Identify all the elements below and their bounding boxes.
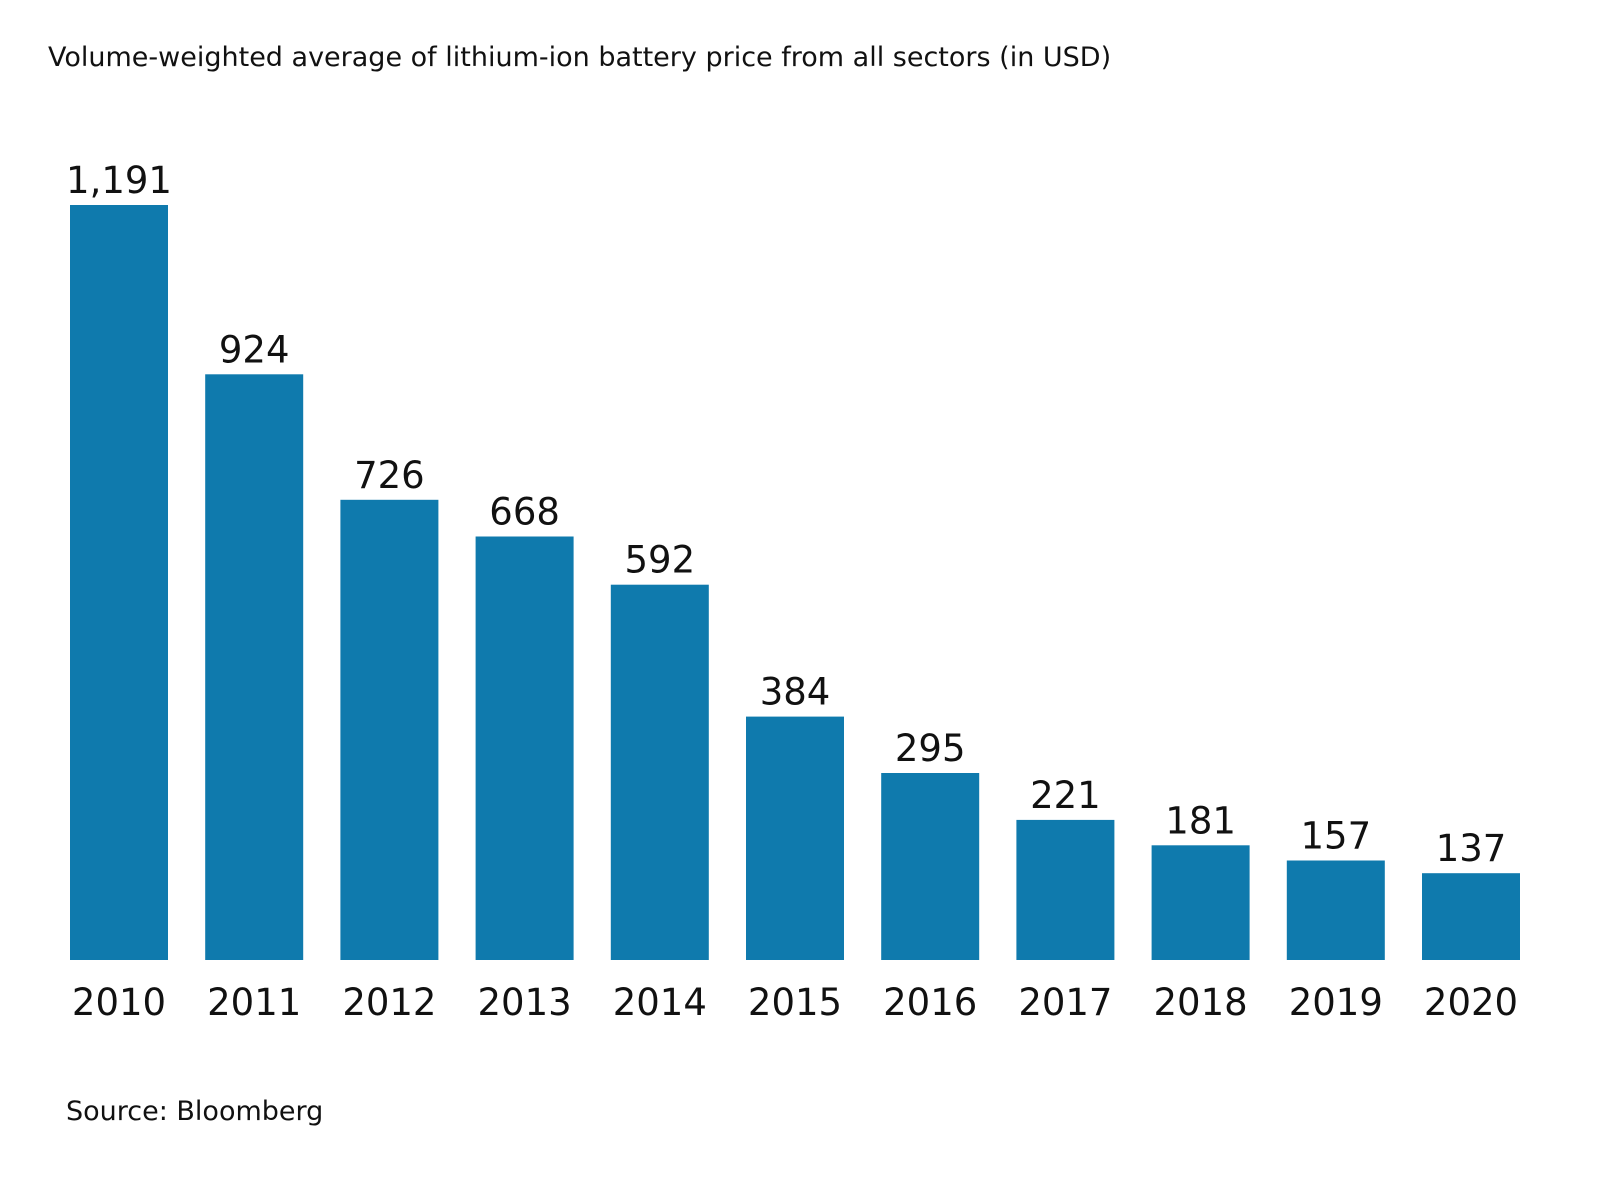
bar-2018 [1151, 845, 1250, 960]
bar-2015 [746, 716, 844, 960]
x-tick-label-2013: 2013 [478, 981, 572, 1024]
x-tick-label-2018: 2018 [1154, 981, 1248, 1024]
value-label-2016: 295 [895, 727, 966, 770]
bar-2010 [70, 205, 168, 960]
value-label-2019: 157 [1300, 815, 1371, 858]
bar-2019 [1286, 860, 1385, 960]
bar-chart: 1,191 924 726 668 592 384 295 221 181 157 137 2010… [66, 159, 1520, 1024]
x-tick-label-2016: 2016 [883, 981, 977, 1024]
bar-2011 [205, 374, 304, 960]
value-label-2020: 137 [1436, 827, 1507, 870]
value-label-2014: 592 [624, 539, 695, 582]
bars-group [70, 205, 1520, 960]
x-tick-label-2019: 2019 [1289, 981, 1383, 1024]
source-note: Source: Bloomberg [66, 1096, 324, 1127]
x-tick-label-2010: 2010 [72, 981, 166, 1024]
x-tick-label-2017: 2017 [1018, 981, 1112, 1024]
x-tick-label-2020: 2020 [1424, 981, 1518, 1024]
value-label-2015: 384 [760, 671, 831, 714]
bar-2017 [1016, 819, 1115, 960]
value-label-2010: 1,191 [66, 159, 172, 202]
bar-2012 [340, 499, 439, 960]
x-tick-label-2012: 2012 [342, 981, 436, 1024]
bar-2020 [1422, 873, 1520, 960]
chart-title: Volume-weighted average of lithium-ion b… [48, 42, 1112, 73]
value-label-2013: 668 [489, 491, 560, 534]
x-tick-label-2011: 2011 [207, 981, 301, 1024]
value-label-2011: 924 [219, 328, 290, 371]
x-axis-tick-labels: 2010 2011 2012 2013 2014 2015 2016 2017 2018 2019… [72, 981, 1518, 1024]
value-label-2018: 181 [1165, 799, 1236, 842]
value-label-2012: 726 [354, 454, 425, 497]
bar-2014 [610, 584, 709, 960]
x-tick-label-2015: 2015 [748, 981, 842, 1024]
x-tick-label-2014: 2014 [613, 981, 707, 1024]
value-label-2017: 221 [1030, 774, 1101, 817]
bar-2013 [475, 536, 574, 960]
bar-2016 [881, 773, 980, 960]
value-labels-group: 1,191 924 726 668 592 384 295 221 181 157 137 [66, 159, 1506, 870]
